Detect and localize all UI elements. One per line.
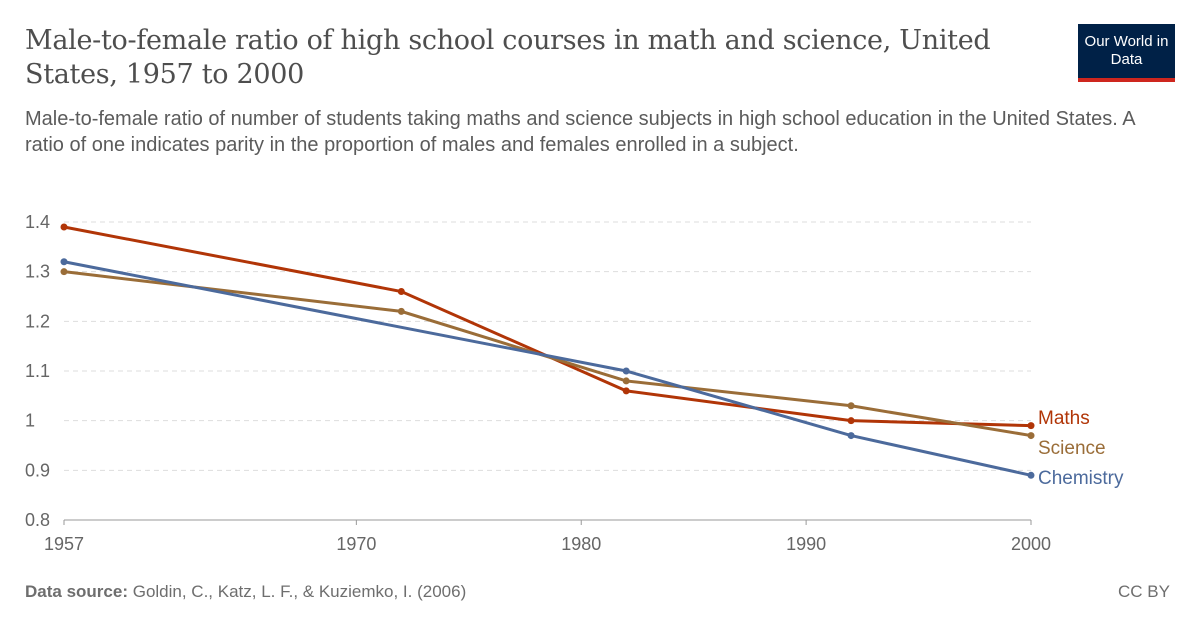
- series-line-science: [63, 270, 1032, 438]
- data-point: [1027, 471, 1035, 479]
- data-point: [397, 307, 405, 315]
- data-point: [622, 387, 630, 395]
- data-source: Data source: Goldin, C., Katz, L. F., & …: [25, 582, 466, 602]
- series-line-maths: [63, 225, 1032, 428]
- series-label-chemistry: Chemistry: [1038, 468, 1124, 489]
- chart-title: Male-to-female ratio of high school cour…: [25, 25, 991, 90]
- y-tick-label: 1.3: [25, 262, 50, 282]
- y-tick-label: 1.2: [25, 311, 50, 331]
- logo-text: Our World in Data: [1084, 33, 1169, 68]
- y-tick-label: 1.1: [25, 361, 50, 381]
- source-label: Data source:: [25, 582, 128, 601]
- series-line-chemistry: [63, 260, 1032, 477]
- data-point: [60, 223, 68, 231]
- x-tick-label: 1957: [44, 534, 84, 554]
- x-tick-label: 1980: [561, 534, 601, 554]
- license[interactable]: CC BY: [1118, 582, 1170, 601]
- data-point: [397, 288, 405, 296]
- owid-logo[interactable]: Our World in Data: [1078, 24, 1175, 82]
- data-point: [847, 402, 855, 410]
- y-tick-label: 0.8: [25, 510, 50, 530]
- series-label-science: Science: [1038, 438, 1106, 459]
- y-tick-label: 1: [25, 411, 35, 431]
- series-label-maths: Maths: [1038, 408, 1090, 429]
- y-tick-label: 1.4: [25, 212, 50, 232]
- data-point: [622, 367, 630, 375]
- data-point: [622, 377, 630, 385]
- x-tick-label: 1970: [336, 534, 376, 554]
- chart-subtitle: Male-to-female ratio of number of studen…: [25, 108, 1135, 156]
- data-point: [1027, 422, 1035, 430]
- data-point: [60, 268, 68, 276]
- y-tick-label: 0.9: [25, 460, 50, 480]
- source-text[interactable]: Goldin, C., Katz, L. F., & Kuziemko, I. …: [132, 582, 467, 601]
- x-tick-label: 2000: [1011, 534, 1051, 554]
- data-point: [847, 417, 855, 425]
- data-point: [60, 258, 68, 266]
- data-point: [847, 432, 855, 440]
- x-tick-label: 1990: [786, 534, 826, 554]
- data-point: [1027, 432, 1035, 440]
